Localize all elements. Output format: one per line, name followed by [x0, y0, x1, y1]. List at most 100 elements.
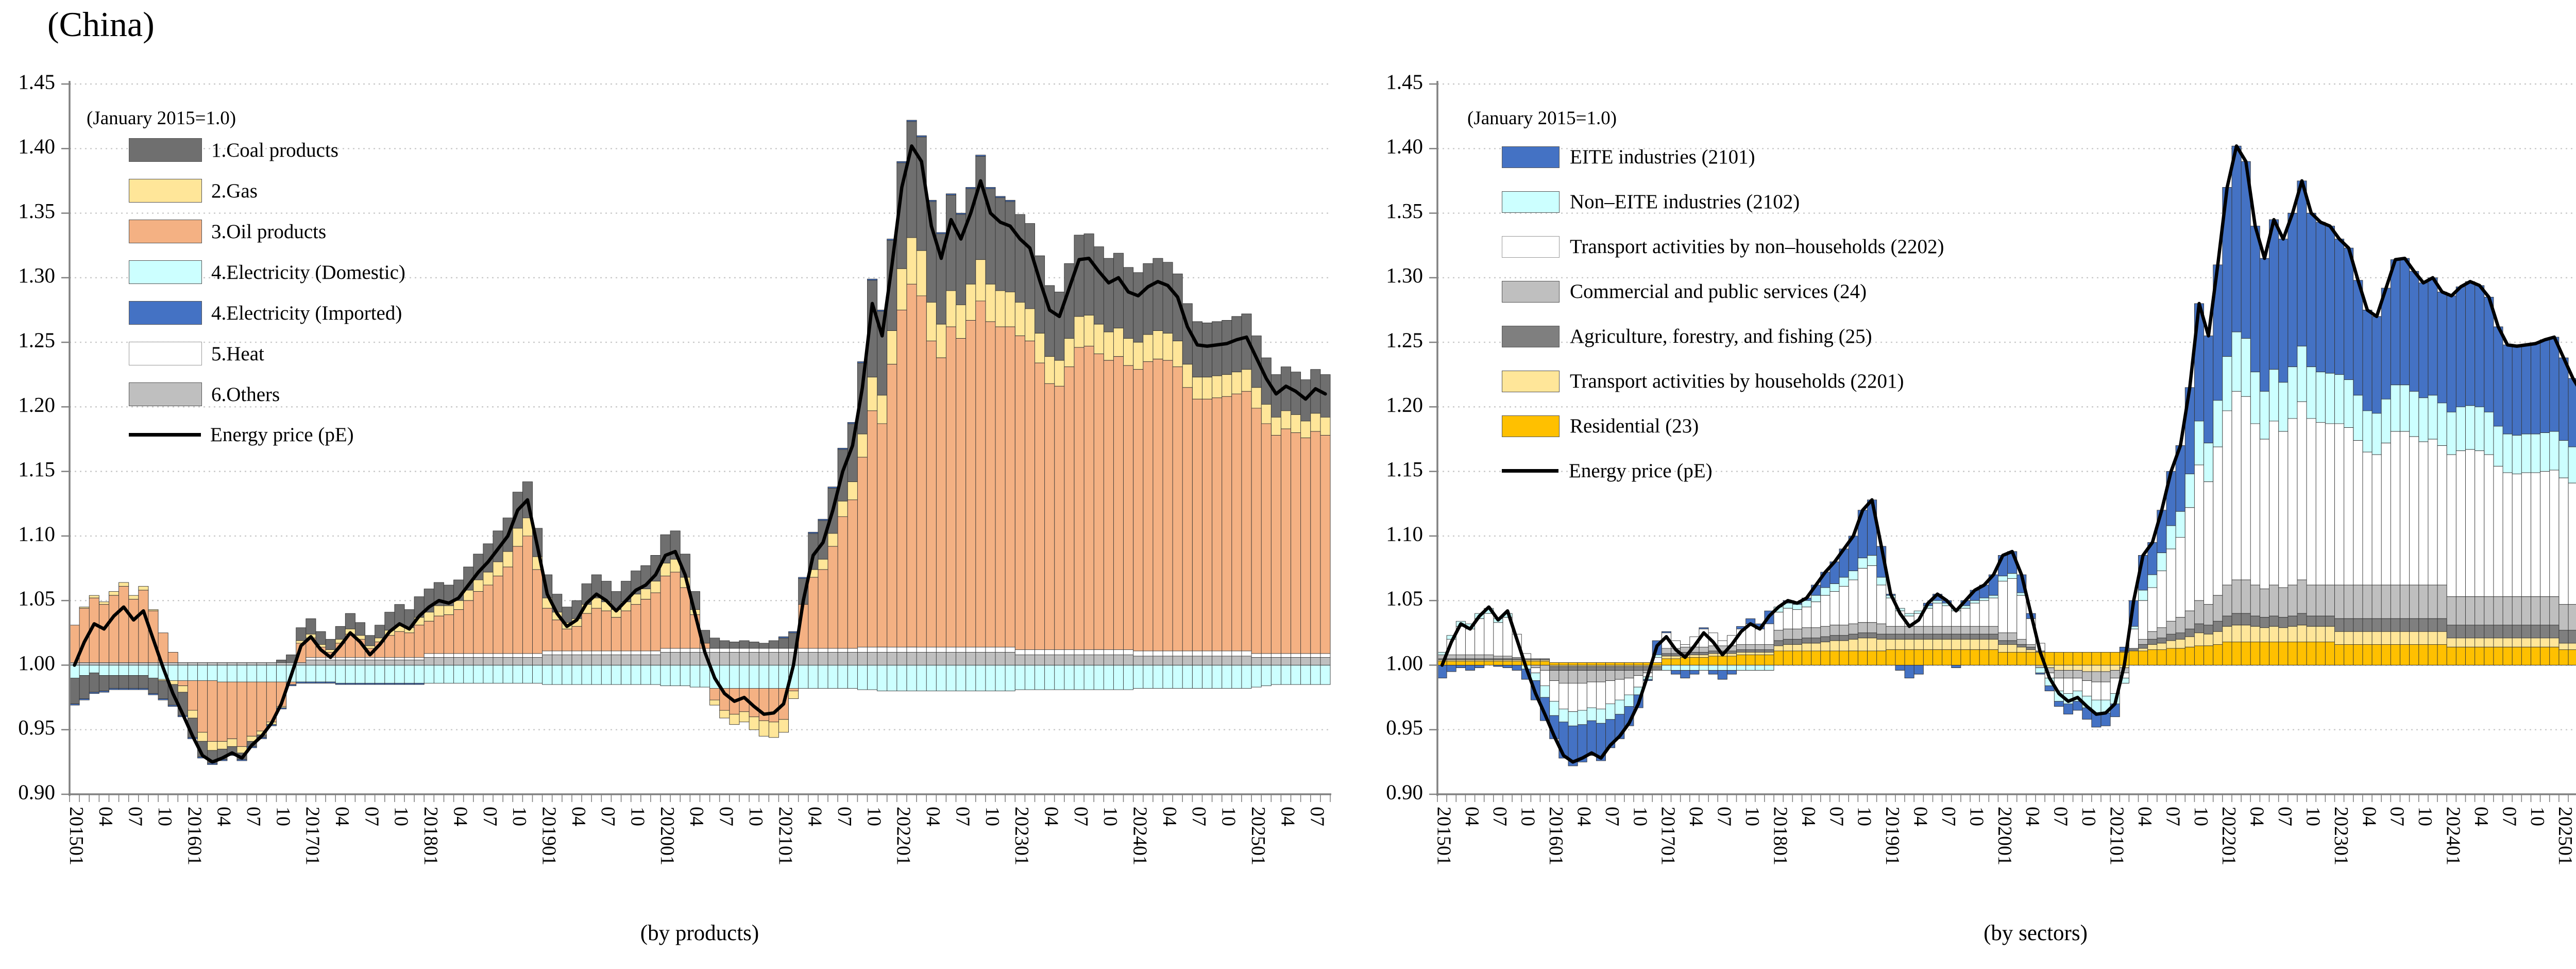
legend-item-elec_imp: 4.Electricity (Imported) — [129, 301, 405, 325]
x-tick-label: 202201 — [893, 807, 914, 865]
legend-label-energy-price: Energy price (pE) — [210, 424, 354, 446]
x-tick-label: 04 — [1798, 807, 1819, 826]
caption-by-sectors: (by sectors) — [1984, 921, 2088, 945]
x-tick-label: 202001 — [656, 807, 678, 865]
legend-label-agri: Agriculture, forestry, and fishing (25) — [1570, 325, 1872, 347]
y-tick-label: 1.20 — [1386, 393, 1423, 416]
x-tick-label: 04 — [1573, 807, 1595, 826]
legend-label-elec_imp: 4.Electricity (Imported) — [211, 302, 402, 324]
y-tick-label: 0.95 — [18, 715, 55, 739]
x-tick-label: 202101 — [774, 807, 796, 865]
legend-label-resid: Residential (23) — [1570, 415, 1699, 437]
legend-swatch-elec_dom — [129, 260, 202, 284]
y-tick-label: 1.25 — [18, 328, 55, 352]
x-tick-label: 07 — [2274, 807, 2296, 826]
y-tick-label: 1.05 — [1386, 587, 1423, 610]
y-tick-label: 1.35 — [1386, 199, 1423, 223]
legend-item-others: 6.Others — [129, 382, 405, 406]
x-tick-label: 07 — [1070, 807, 1092, 826]
legend-by-sectors: EITE industries (2101) Non–EITE industrie… — [1502, 145, 1944, 482]
legend-label-thh: Transport activities by households (2201… — [1570, 370, 1904, 392]
y-tick-label: 1.25 — [1386, 328, 1423, 352]
x-tick-label: 07 — [2162, 807, 2183, 826]
legend-label-eite: EITE industries (2101) — [1570, 146, 1755, 168]
x-tick-label: 07 — [361, 807, 382, 826]
x-tick-label: 04 — [2022, 807, 2043, 826]
x-tick-label: 04 — [922, 807, 944, 826]
x-tick-label: 10 — [745, 807, 767, 826]
x-tick-label: 04 — [449, 807, 471, 826]
x-tick-label: 04 — [2134, 807, 2156, 826]
x-tick-label: 04 — [686, 807, 707, 826]
legend-swatch-eite — [1502, 146, 1560, 168]
y-tick-label: 1.00 — [1386, 651, 1423, 675]
legend-swatch-resid — [1502, 415, 1560, 437]
legend-item-heat: 5.Heat — [129, 342, 405, 365]
x-tick-label: 04 — [1040, 807, 1062, 826]
x-tick-label: 10 — [2078, 807, 2099, 826]
x-tick-label: 04 — [568, 807, 589, 826]
x-tick-label: 07 — [1601, 807, 1623, 826]
y-tick-label: 1.15 — [1386, 457, 1423, 481]
legend-swatch-agri — [1502, 325, 1560, 347]
x-tick-label: 202301 — [2330, 807, 2352, 865]
legend-item-thh: Transport activities by households (2201… — [1502, 370, 1944, 393]
y-tick-label: 1.35 — [18, 199, 55, 223]
y-tick-label: 0.95 — [1386, 715, 1423, 739]
x-tick-label: 10 — [2527, 807, 2548, 826]
legend-item-resid: Residential (23) — [1502, 414, 1944, 438]
x-tick-label: 07 — [597, 807, 619, 826]
y-tick-label: 1.45 — [18, 70, 55, 93]
legend-swatch-elec_imp — [129, 301, 202, 325]
legend-item-oil: 3.Oil products — [129, 220, 405, 243]
legend-label-gas: 2.Gas — [211, 179, 258, 202]
legend-label-energy-price: Energy price (pE) — [1569, 460, 1713, 482]
x-tick-label: 201601 — [1545, 807, 1567, 865]
x-tick-label: 10 — [272, 807, 294, 826]
legend-label-elec_dom: 4.Electricity (Domestic) — [211, 261, 405, 283]
legend-label-tnhh: Transport activities by non–households (… — [1570, 236, 1944, 258]
x-tick-label: 202501 — [1247, 807, 1269, 865]
legend-item-elec_dom: 4.Electricity (Domestic) — [129, 260, 405, 284]
y-tick-label: 1.05 — [18, 587, 55, 610]
x-tick-label: 07 — [1938, 807, 1959, 826]
x-tick-label: 04 — [331, 807, 353, 826]
x-tick-label: 202501 — [2554, 807, 2576, 865]
legend-label-others: 6.Others — [211, 383, 280, 406]
x-tick-label: 10 — [1965, 807, 1987, 826]
x-tick-label: 04 — [804, 807, 826, 826]
legend-line-sample — [1502, 469, 1558, 473]
x-tick-label: 07 — [2050, 807, 2072, 826]
legend-swatch-tnhh — [1502, 236, 1560, 258]
legend-label-coal: 1.Coal products — [211, 139, 338, 161]
x-tick-label: 07 — [1825, 807, 1847, 826]
x-tick-label: 202101 — [2106, 807, 2127, 865]
caption-by-products: (by products) — [640, 921, 759, 945]
legend-item-tnhh: Transport activities by non–households (… — [1502, 235, 1944, 258]
x-tick-label: 07 — [716, 807, 737, 826]
legend-by-products: 1.Coal products 2.Gas 3.Oil products 4.Elec… — [129, 138, 405, 446]
x-tick-label: 07 — [834, 807, 855, 826]
y-tick-label: 0.90 — [1386, 780, 1423, 804]
legend-swatch-gas — [129, 179, 202, 203]
y-tick-label: 1.40 — [1386, 135, 1423, 158]
x-tick-label: 04 — [1685, 807, 1707, 826]
x-tick-label: 07 — [1489, 807, 1511, 826]
bars-resid — [1437, 641, 2576, 665]
page-title: (China) — [47, 5, 155, 44]
legend-swatch-heat — [129, 342, 202, 365]
y-tick-label: 1.30 — [1386, 263, 1423, 287]
x-tick-label: 201501 — [65, 807, 87, 865]
note-left: (January 2015=1.0) — [87, 108, 236, 129]
x-tick-label: 201901 — [538, 807, 560, 865]
legend-swatch-noneite — [1502, 191, 1560, 213]
x-tick-label: 201701 — [302, 807, 324, 865]
x-tick-label: 10 — [2302, 807, 2324, 826]
x-tick-label: 10 — [1854, 807, 1875, 826]
x-tick-label: 07 — [952, 807, 973, 826]
legend-swatch-coal — [129, 138, 202, 162]
x-tick-label: 04 — [2246, 807, 2268, 826]
x-tick-label: 07 — [243, 807, 264, 826]
energy-price-line — [73, 144, 1327, 764]
